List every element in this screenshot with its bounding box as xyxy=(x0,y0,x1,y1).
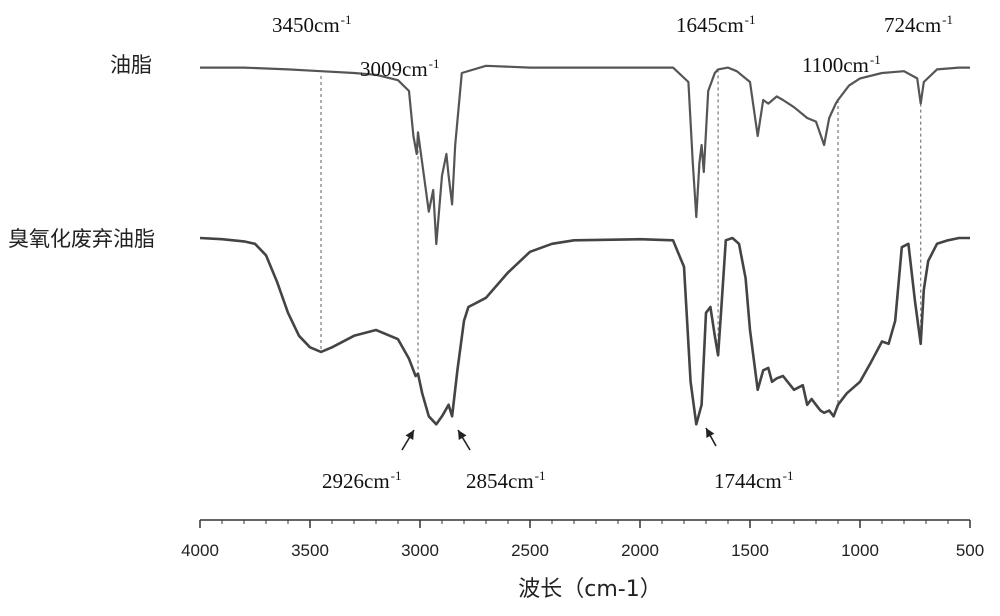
arrow-head-2854 xyxy=(458,430,467,441)
annotation-1100: 1100cm xyxy=(802,53,869,77)
x-tick-label-3500: 3500 xyxy=(291,541,329,560)
series-label-ozonized-oil: 臭氧化废弃油脂 xyxy=(8,227,155,251)
x-tick-label-1000: 1000 xyxy=(841,541,879,560)
series-line-oil xyxy=(200,64,970,246)
annotation-sup-1744: -1 xyxy=(783,468,794,483)
series-line-ozonized-oil xyxy=(199,236,970,426)
annotation-sup-1100: -1 xyxy=(870,52,881,67)
x-tick-label-3000: 3000 xyxy=(401,541,439,560)
x-tick-label-4000: 4000 xyxy=(181,541,219,560)
annotation-3450: 3450cm xyxy=(272,13,340,37)
annotation-2926: 2926cm xyxy=(322,469,390,493)
annotation-2854: 2854cm xyxy=(466,469,534,493)
x-tick-label-500: 500 xyxy=(956,541,984,560)
x-tick-label-2000: 2000 xyxy=(621,541,659,560)
annotation-sup-1645: -1 xyxy=(745,12,756,27)
arrow-head-1744 xyxy=(706,428,715,439)
arrow-head-2926 xyxy=(405,430,414,441)
x-tick-label-2500: 2500 xyxy=(511,541,549,560)
annotation-3009: 3009cm xyxy=(360,57,428,81)
annotation-sup-724: -1 xyxy=(942,12,953,27)
annotation-1744: 1744cm xyxy=(714,469,782,493)
annotation-1645: 1645cm xyxy=(676,13,744,37)
series-label-oil: 油脂 xyxy=(110,53,152,77)
x-axis-label: 波长（cm-1） xyxy=(518,577,661,602)
annotation-sup-3009: -1 xyxy=(429,56,440,71)
x-tick-label-1500: 1500 xyxy=(731,541,769,560)
annotation-sup-2854: -1 xyxy=(535,468,546,483)
annotation-724: 724cm xyxy=(884,13,941,37)
annotation-sup-2926: -1 xyxy=(391,468,402,483)
annotation-sup-3450: -1 xyxy=(341,12,352,27)
